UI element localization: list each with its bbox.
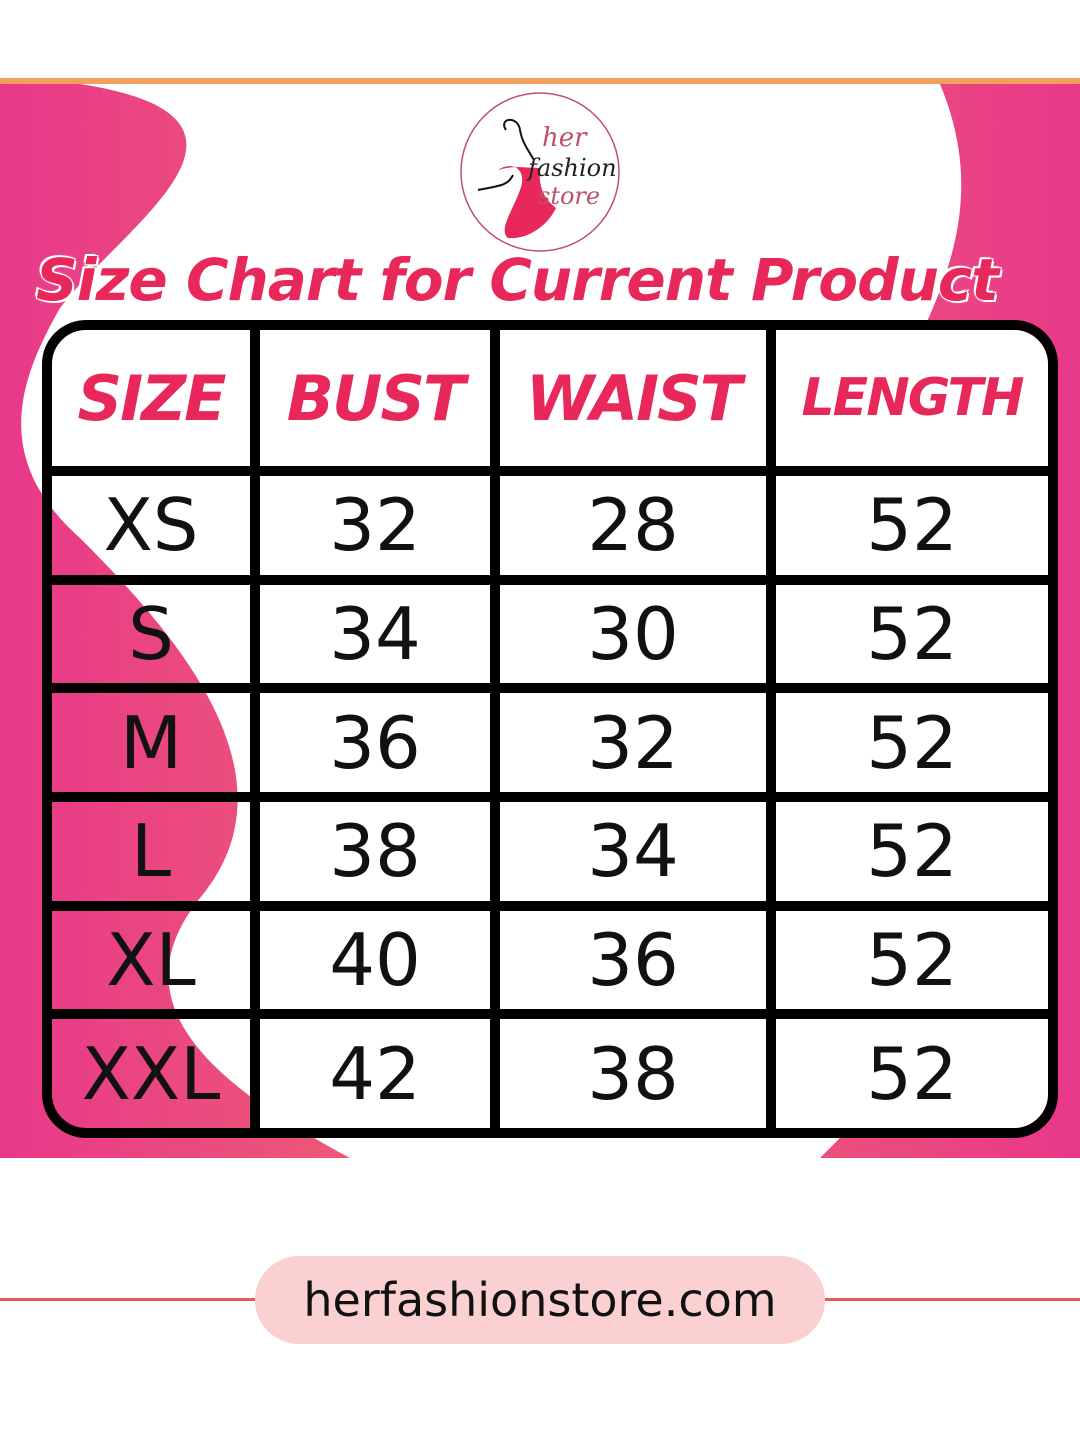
table-cell-bust: 34	[260, 584, 500, 694]
table-cell-waist: 30	[500, 584, 776, 694]
table-cell-waist: 38	[500, 1019, 776, 1128]
page-title: Size Chart for Current Product	[35, 245, 1000, 315]
table-cell-waist: 32	[500, 693, 776, 802]
table-cell-size: XL	[52, 910, 260, 1020]
table-cell-size: XS	[52, 476, 260, 585]
table-cell-length: 52	[776, 1019, 1048, 1128]
brand-logo: her fashion store	[460, 92, 620, 252]
size-chart-table: SIZE BUST WAIST LENGTH XS 32 28 52 S 34 30 52 M 36 32 5…	[42, 320, 1058, 1138]
table-cell-size: M	[52, 693, 260, 802]
table-cell-size: S	[52, 584, 260, 694]
header-size: SIZE	[52, 330, 260, 476]
header-length: LENGTH	[776, 330, 1048, 476]
table-cell-length: 52	[776, 693, 1048, 802]
svg-text:store: store	[538, 182, 600, 210]
table-cell-bust: 38	[260, 801, 500, 911]
header-waist: WAIST	[500, 330, 776, 476]
table-cell-waist: 36	[500, 910, 776, 1020]
table-cell-length: 52	[776, 584, 1048, 694]
svg-text:fashion: fashion	[526, 154, 617, 182]
table-cell-size: XXL	[52, 1019, 260, 1128]
table-cell-length: 52	[776, 476, 1048, 585]
table-cell-bust: 36	[260, 693, 500, 802]
table-cell-bust: 32	[260, 476, 500, 585]
table-cell-waist: 28	[500, 476, 776, 585]
table-cell-bust: 42	[260, 1019, 500, 1128]
table-cell-length: 52	[776, 801, 1048, 911]
table-cell-waist: 34	[500, 801, 776, 911]
table-cell-bust: 40	[260, 910, 500, 1020]
svg-text:her: her	[542, 123, 588, 153]
header-bust: BUST	[260, 330, 500, 476]
table-cell-length: 52	[776, 910, 1048, 1020]
table-cell-size: L	[52, 801, 260, 911]
website-link[interactable]: herfashionstore.com	[255, 1256, 825, 1344]
